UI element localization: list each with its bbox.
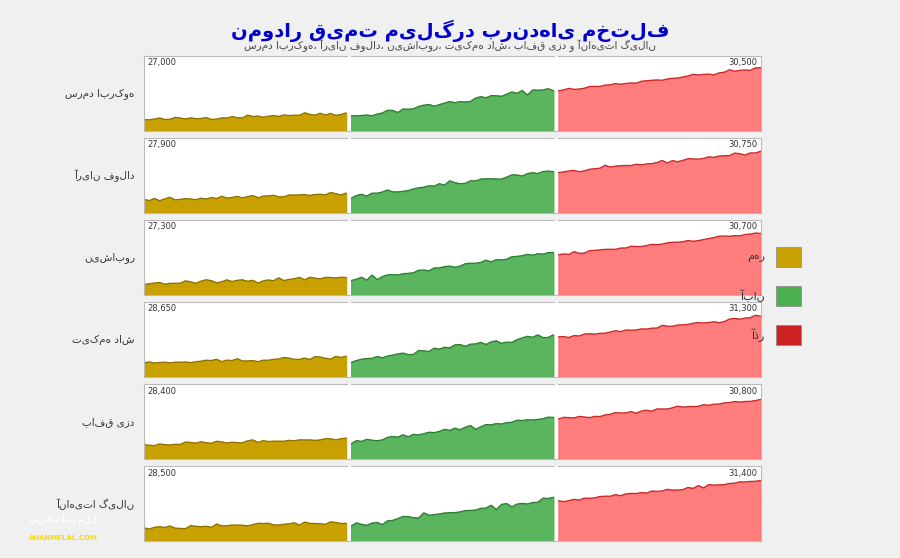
Text: بافق یزد: بافق یزد [83,417,135,427]
Text: آناهیتا گیلان: آناهیتا گیلان [57,498,135,509]
Text: تیکمه داش: تیکمه داش [72,335,135,345]
Text: 28,500: 28,500 [147,469,176,478]
Text: 27,000: 27,000 [147,58,176,67]
Text: سرمد ابرکوه: سرمد ابرکوه [66,88,135,99]
Text: AHANMELAL.COM: AHANMELAL.COM [29,535,97,541]
Text: نمودار قیمت میلگرد برندهای مختلف: نمودار قیمت میلگرد برندهای مختلف [230,20,670,42]
Text: 31,300: 31,300 [728,305,758,314]
Text: 27,900: 27,900 [147,140,176,149]
Text: آذر: آذر [752,328,765,341]
Text: سرمد ابرکوه، آریان فولاد، نیشابور، تیکمه داش، بافق یزد و آناهیتا گیلان: سرمد ابرکوه، آریان فولاد، نیشابور، تیکمه… [244,39,656,51]
Text: 27,300: 27,300 [147,222,176,231]
Text: 28,650: 28,650 [147,305,176,314]
Text: نیشابور: نیشابور [84,252,135,263]
Text: 30,800: 30,800 [728,387,758,396]
Text: 31,400: 31,400 [728,469,758,478]
Text: 30,750: 30,750 [728,140,758,149]
Text: 30,700: 30,700 [728,222,758,231]
Text: 30,500: 30,500 [728,58,758,67]
Text: مهر: مهر [747,252,765,262]
Text: شرکت آهن ملل: شرکت آهن ملل [29,515,97,525]
Text: آریان فولاد: آریان فولاد [75,169,135,181]
Text: آبان: آبان [740,290,765,302]
Text: 28,400: 28,400 [147,387,176,396]
